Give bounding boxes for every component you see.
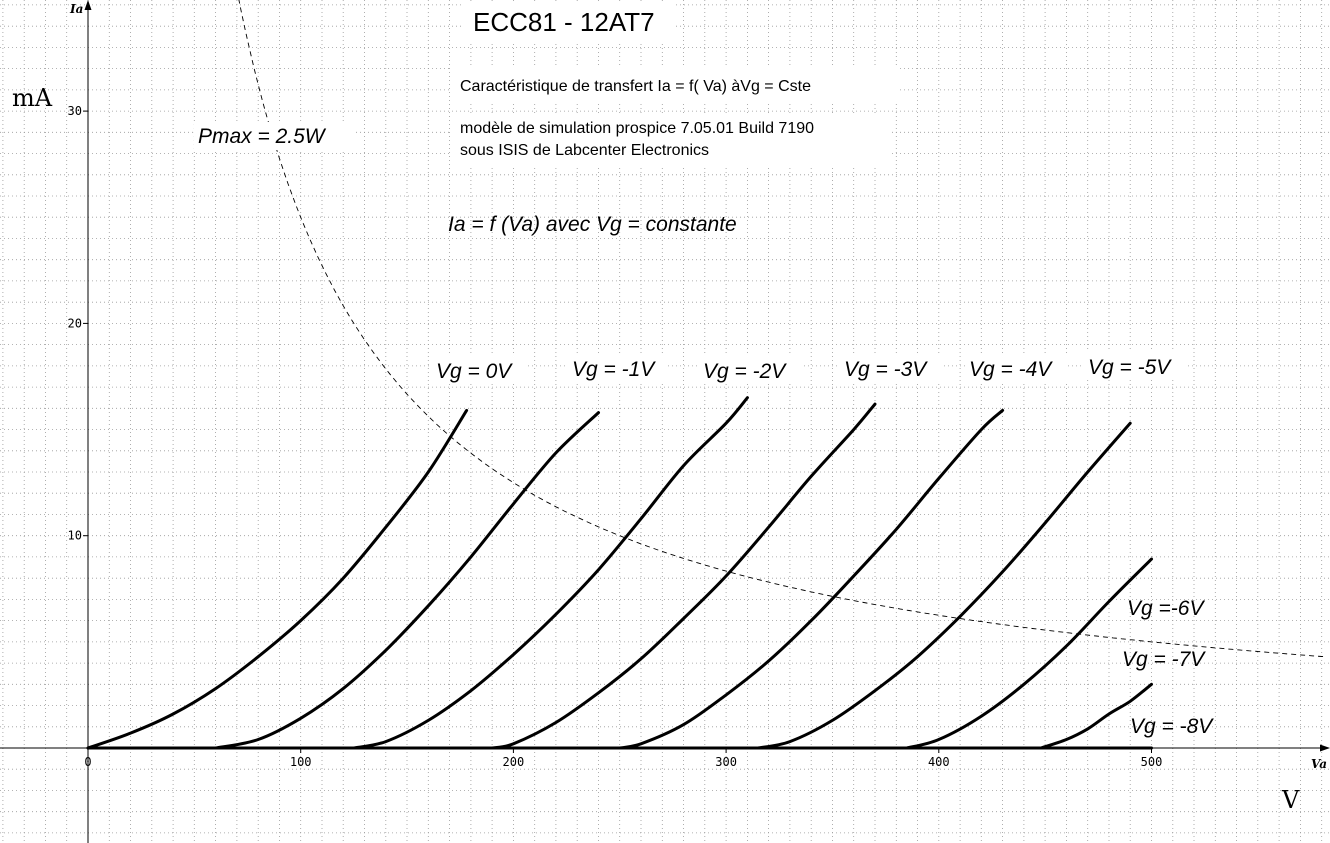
series-label-vg-4: Vg = -4V [969,358,1053,381]
series-line-6 [905,557,1153,750]
x-tick-label: 100 [290,755,312,769]
y-tick-label: 10 [68,529,82,543]
pmax-hyperbola [238,0,1326,658]
subtitle-line-2: modèle de simulation prospice 7.05.01 Bu… [460,120,814,137]
x-tick-label: 400 [928,755,950,769]
x-axis-name: Va [1311,757,1327,771]
series-line-7 [1039,682,1153,750]
x-tick-label: 200 [503,755,525,769]
series-label-vg-1: Vg = -1V [572,358,656,381]
series-label-vg-3: Vg = -3V [844,358,928,381]
series-lines [86,396,1153,750]
x-axis-arrow [1320,744,1330,752]
y-axis-name: Ia [69,2,83,16]
subtitle-line-3: sous ISIS de Labcenter Electronics [460,142,709,159]
x-tick-label: 300 [715,755,737,769]
x-tick-label: 0 [84,755,91,769]
y-axis-arrow [84,0,92,10]
series-label-vg-6: Vg =-6V [1127,597,1205,620]
series-label-vg-5: Vg = -5V [1088,356,1172,379]
subtitle-line-1: Caractéristique de transfert Ia = f( Va)… [460,78,811,95]
x-tick-label: 500 [1141,755,1163,769]
series-label-vg-2: Vg = -2V [703,360,787,383]
series-line-1 [214,411,600,750]
series-line-5 [756,421,1132,750]
x-unit-label: V [1281,786,1300,814]
chart-title: ECC81 - 12AT7 [473,7,655,37]
series-label-vg-8: Vg = -8V [1130,715,1214,738]
curves-annotation: Ia = f (Va) avec Vg = constante [448,213,737,236]
tick-labels: 0 100 200 300 400 500 10 20 30 [68,104,1163,769]
series-label-vg-7: Vg = -7V [1122,648,1206,671]
y-tick-label: 30 [68,104,82,118]
pmax-label: Pmax = 2.5W [198,125,327,148]
series-label-vg0: Vg = 0V [436,360,513,383]
series-line-3 [490,402,877,750]
series-line-4 [618,408,1005,750]
y-tick-label: 20 [68,316,82,330]
series-line-0 [86,408,469,750]
y-unit-label: mA [12,84,53,112]
series-line-2 [352,396,749,750]
